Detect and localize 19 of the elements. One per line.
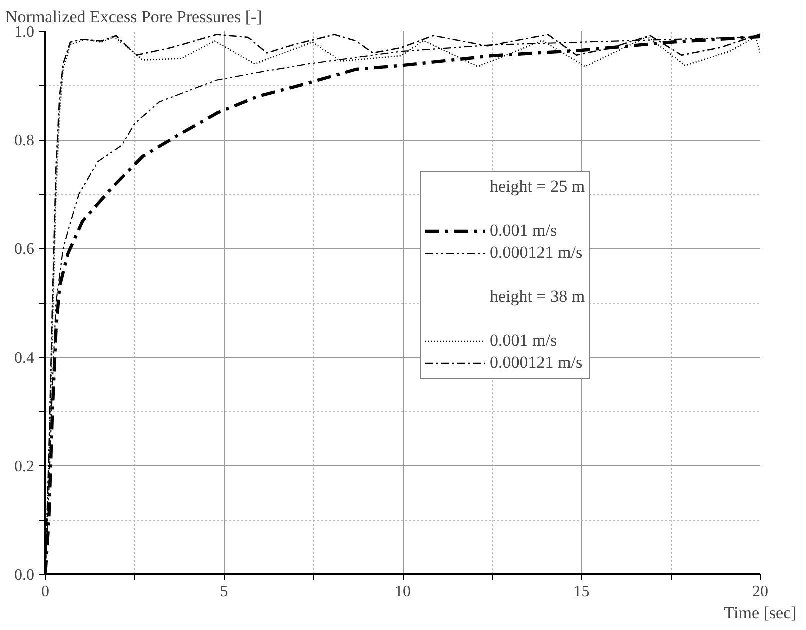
legend-label: 0.001 m/s xyxy=(490,220,558,242)
y-axis-title: Normalized Excess Pore Pressures [-] xyxy=(6,8,262,26)
y-tick-label: 0.4 xyxy=(14,350,34,367)
x-tick-label: 15 xyxy=(574,584,590,600)
legend-label: 0.001 m/s xyxy=(490,330,558,352)
y-tick-label: 0.0 xyxy=(14,567,34,584)
y-tick-label: 0.8 xyxy=(14,132,34,150)
legend-label: 0.000121 m/s xyxy=(490,242,583,264)
annotation: height = 38 m xyxy=(490,286,586,308)
y-tick-label: 0.2 xyxy=(14,458,34,476)
x-tick-label: 20 xyxy=(752,584,768,600)
x-axis-title: Time [sec] xyxy=(724,604,797,622)
x-tick-label: 0 xyxy=(42,584,50,600)
y-tick-label: 0.6 xyxy=(14,241,34,258)
annotation: height = 25 m xyxy=(490,176,586,198)
x-tick-label: 10 xyxy=(395,584,411,600)
y-tick-label: 1.0 xyxy=(14,24,34,41)
legend-label: 0.000121 m/s xyxy=(490,352,583,374)
x-tick-label: 5 xyxy=(220,584,228,600)
